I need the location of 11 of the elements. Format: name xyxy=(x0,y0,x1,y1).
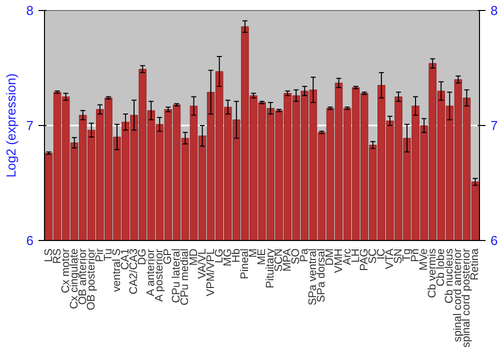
y-tick-label: 6 xyxy=(26,233,34,248)
x-tick-label: OB posterior xyxy=(85,248,98,310)
x-tick-label: Retina xyxy=(469,248,482,280)
y2-tick-label: 6 xyxy=(490,233,498,248)
y2-tick-label: 7 xyxy=(490,118,498,133)
x-tick-label: RS xyxy=(51,248,64,264)
y-tick-label: 8 xyxy=(26,3,34,18)
x-tick-label: Tg xyxy=(401,248,413,262)
y-axis-title: Log2 (expression) xyxy=(3,73,18,178)
y2-tick-label: 8 xyxy=(490,3,498,18)
y-tick-label: 7 xyxy=(26,118,34,133)
